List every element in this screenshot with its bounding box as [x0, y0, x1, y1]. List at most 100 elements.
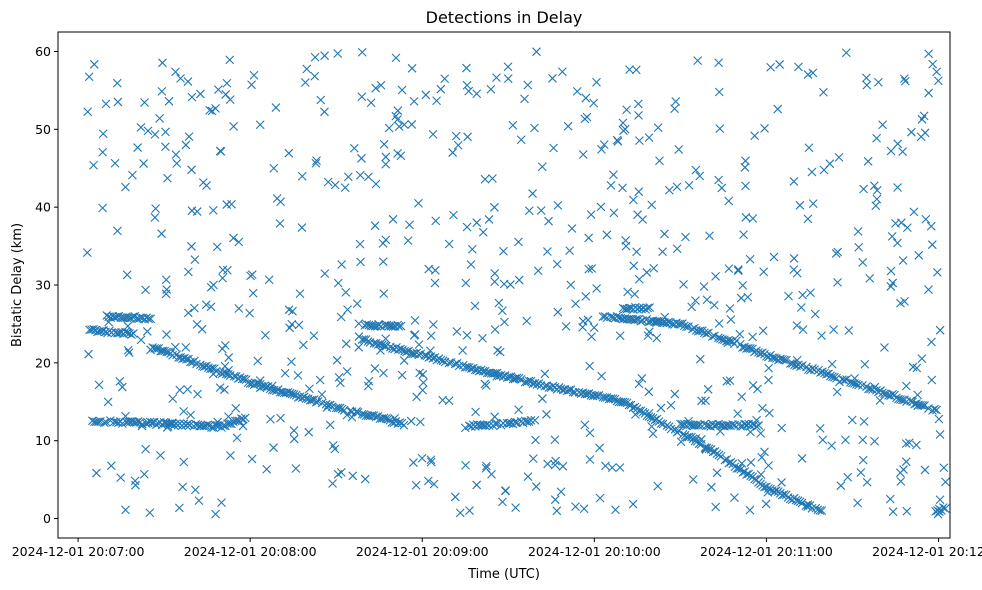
detection-point [808, 199, 818, 209]
detection-point [860, 359, 870, 369]
detection-point [700, 328, 709, 338]
detection-point [528, 454, 538, 463]
detection-point [858, 455, 868, 465]
detection-point [381, 152, 391, 162]
detection-point [834, 153, 844, 162]
detection-point [764, 363, 774, 373]
detection-point [284, 305, 294, 315]
detection-point [684, 416, 693, 426]
detection-point [723, 338, 733, 348]
detection-point [531, 435, 540, 445]
detection-point [553, 307, 563, 317]
detection-point [924, 88, 934, 98]
detection-point [399, 356, 409, 365]
detection-point [633, 99, 643, 109]
detection-point [941, 477, 950, 487]
detection-point [693, 56, 703, 66]
detection-point [315, 375, 325, 385]
detection-point [697, 396, 706, 406]
detection-point [117, 382, 127, 392]
detection-point [537, 394, 547, 404]
detection-point [428, 129, 438, 139]
detection-point [741, 181, 750, 191]
detection-point [488, 174, 497, 183]
detection-point [919, 111, 929, 121]
y-axis: 0 10 20 30 40 50 60 [35, 44, 58, 526]
detection-point [415, 417, 425, 427]
detection-point [190, 485, 200, 495]
detection-point [793, 496, 803, 506]
detection-point [486, 84, 496, 94]
detection-point [886, 146, 896, 156]
detection-point [756, 470, 766, 479]
detection-point [859, 417, 869, 426]
detection-point [670, 104, 679, 114]
detection-point [484, 215, 494, 224]
detection-point [157, 86, 167, 96]
detection-point [714, 175, 724, 185]
detection-point [183, 267, 193, 277]
detection-point [615, 331, 625, 341]
detection-point [928, 59, 938, 69]
detection-point [245, 308, 255, 318]
detection-point [540, 369, 550, 379]
detection-point [123, 321, 133, 331]
detection-point [672, 182, 682, 192]
detection-point [840, 375, 849, 385]
detection-point [470, 301, 480, 311]
detection-point [112, 78, 122, 88]
detection-point [335, 403, 345, 413]
detection-point [893, 238, 902, 248]
detection-point [448, 148, 458, 157]
detection-point [671, 97, 681, 106]
detection-point [462, 330, 472, 340]
detection-point [310, 52, 320, 62]
detection-point [835, 377, 844, 387]
detection-point [271, 103, 281, 112]
detection-point [702, 329, 711, 339]
detection-point [218, 265, 228, 275]
detection-point [161, 142, 170, 152]
detection-point [206, 282, 216, 292]
detection-point [461, 460, 470, 470]
detection-point [391, 111, 401, 121]
detection-point [935, 495, 945, 505]
detection-point [354, 342, 364, 352]
detection-point [853, 227, 863, 236]
detection-point [418, 370, 428, 379]
detection-point [510, 374, 520, 383]
detection-point [637, 374, 647, 383]
detection-point [400, 346, 409, 356]
detection-point [231, 403, 241, 413]
detection-point [803, 502, 812, 511]
detection-point [666, 400, 676, 410]
detection-point [168, 350, 177, 360]
detection-point [89, 59, 99, 69]
x-tick-label: 2024-12-01 20:08:00 [184, 544, 317, 559]
detection-point [478, 333, 487, 343]
detection-point [572, 86, 582, 96]
detection-point [803, 70, 813, 79]
x-tick-label: 2024-12-01 20:12:00 [872, 544, 982, 559]
detection-point [390, 414, 399, 423]
detection-point [589, 98, 599, 108]
detection-point [267, 381, 277, 391]
detection-point [891, 218, 900, 228]
detection-point [914, 250, 924, 260]
detection-point [187, 206, 197, 216]
detection-point [269, 443, 278, 453]
detection-point [176, 73, 185, 83]
detection-point [462, 80, 472, 90]
detection-point [631, 65, 641, 75]
detection-point [343, 305, 352, 315]
detection-point [647, 422, 657, 431]
detection-point [208, 206, 218, 215]
detection-point [89, 324, 98, 334]
detection-point [746, 427, 755, 437]
detection-point [157, 229, 166, 239]
detection-point [609, 208, 619, 218]
detection-point [779, 490, 789, 499]
detection-point [328, 441, 338, 450]
detection-point [672, 244, 682, 254]
